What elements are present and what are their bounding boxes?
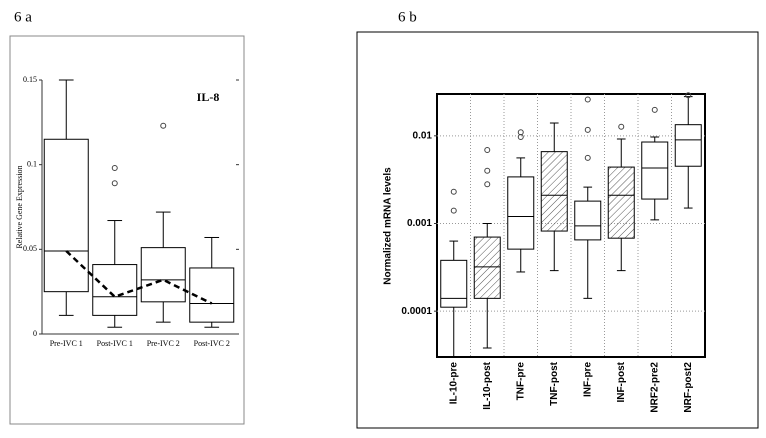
x-tick-label: Pre-IVC 1 <box>50 339 83 348</box>
chart-title: IL-8 <box>197 90 220 104</box>
y-tick-label: 0.15 <box>23 75 37 84</box>
x-tick-label: IL-10-post <box>482 361 493 409</box>
panel-frame <box>9 35 245 425</box>
x-tick-label: INF-pre <box>582 362 593 397</box>
outlier <box>517 129 524 136</box>
box <box>507 176 535 250</box>
x-tick-label: TNF-post <box>549 361 560 406</box>
trend-line <box>65 250 213 305</box>
outlier <box>111 165 118 172</box>
x-tick-label: Post-IVC 2 <box>194 339 230 348</box>
y-tick-label: 0 <box>33 329 37 338</box>
y-axis-label: Relative Gene Expression <box>15 165 24 248</box>
y-tick-label: 0.0001 <box>401 306 432 317</box>
panel-label: 6 b <box>398 9 417 25</box>
outlier <box>685 92 692 99</box>
x-tick-label: Pre-IVC 2 <box>147 339 180 348</box>
box <box>92 264 138 316</box>
x-tick-label: NRF-post2 <box>683 362 694 413</box>
outlier <box>160 122 167 129</box>
outlier <box>517 133 524 140</box>
outlier <box>584 154 591 161</box>
outlier <box>618 123 625 130</box>
x-tick-label: Post-IVC 1 <box>97 339 133 348</box>
outlier <box>484 167 491 174</box>
box <box>674 124 702 167</box>
outlier <box>484 146 491 153</box>
panel-frame <box>356 31 759 429</box>
box <box>641 141 669 200</box>
outlier <box>584 126 591 133</box>
outlier <box>450 207 457 214</box>
y-axis-label: Normalized mRNA levels <box>383 167 394 285</box>
x-tick-label: TNF-pre <box>515 362 526 401</box>
outlier <box>651 106 658 113</box>
box <box>574 200 602 241</box>
outlier <box>450 188 457 195</box>
x-tick-label: IL-10-pre <box>448 362 459 405</box>
y-tick-label: 0.01 <box>413 130 433 141</box>
box <box>473 236 501 299</box>
outlier <box>111 180 118 187</box>
box <box>140 247 186 303</box>
x-tick-label: NRF2-pre2 <box>649 362 660 413</box>
y-tick-label: 0.1 <box>27 159 37 168</box>
box <box>440 259 468 308</box>
y-tick-label: 0.001 <box>407 218 432 229</box>
outlier <box>584 96 591 103</box>
box <box>540 151 568 232</box>
x-tick-label: INF-post <box>616 361 627 402</box>
panel-label: 6 a <box>14 9 32 25</box>
box <box>607 166 635 239</box>
box <box>43 138 89 293</box>
outlier <box>484 181 491 188</box>
y-tick-label: 0.05 <box>23 244 37 253</box>
